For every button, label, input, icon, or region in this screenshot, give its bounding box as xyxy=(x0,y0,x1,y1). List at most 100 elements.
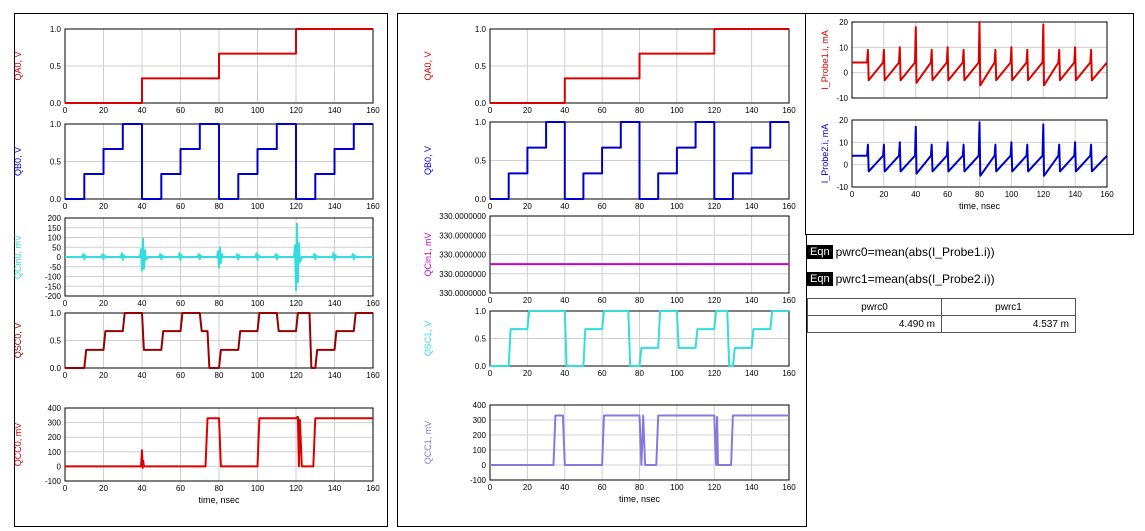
plot-frame xyxy=(489,215,790,294)
x-tick-label: 120 xyxy=(708,202,722,211)
y-tick-label: 330.0000000 xyxy=(439,289,486,298)
x-tick-label: 120 xyxy=(289,484,303,493)
y-axis-label: QCin1, mV xyxy=(423,232,433,276)
x-tick-label: 0 xyxy=(488,106,493,115)
plot-1: 0.0 0.5 1.0 0 20 40 60 80 100 120 140 160 QB0, V xyxy=(13,120,380,211)
x-tick-label: 0 xyxy=(63,484,68,493)
x-tick-label: 80 xyxy=(215,202,224,211)
y-tick-label: 0.0 xyxy=(50,195,62,204)
y-tick-label: 0.0 xyxy=(475,362,487,371)
y-axis-label: QCC0, mV xyxy=(13,423,23,467)
equation-text: pwrc1=mean(abs(I_Probe2.i)) xyxy=(835,272,995,286)
x-tick-label: 0 xyxy=(63,371,68,380)
series-line xyxy=(852,121,1108,177)
x-tick-label: 40 xyxy=(560,296,569,305)
x-tick-label: 120 xyxy=(289,371,303,380)
y-tick-label: 300 xyxy=(48,419,62,428)
plot-0: 0.0 0.5 1.0 0 20 40 60 80 100 120 140 160 QA0, V xyxy=(13,25,380,115)
x-tick-label: 40 xyxy=(138,106,147,115)
y-axis-label: QA0, V xyxy=(423,51,433,80)
y-tick-label: 330.0000000 xyxy=(439,270,486,279)
y-tick-label: 10 xyxy=(839,43,848,52)
x-tick-label: 120 xyxy=(708,369,722,378)
y-tick-label: 0 xyxy=(57,462,62,471)
x-tick-label: 20 xyxy=(523,483,532,492)
y-tick-label: 0 xyxy=(844,161,849,170)
series-line xyxy=(65,28,373,104)
x-tick-label: 100 xyxy=(670,369,684,378)
x-tick-label: 60 xyxy=(176,202,185,211)
equation-pwrc0[interactable]: Eqn pwrc0=mean(abs(I_Probe1.i)) xyxy=(807,243,995,261)
equation-pwrc1[interactable]: Eqn pwrc1=mean(abs(I_Probe2.i)) xyxy=(807,270,995,288)
x-tick-label: 20 xyxy=(99,371,108,380)
x-tick-label: 160 xyxy=(366,106,380,115)
y-axis-label: QSC0, V xyxy=(13,323,23,359)
y-tick-label: 1.0 xyxy=(475,25,487,34)
x-tick-label: 160 xyxy=(366,371,380,380)
x-tick-label: 140 xyxy=(745,296,759,305)
y-tick-label: 330.0000000 xyxy=(439,251,486,260)
x-tick-label: 20 xyxy=(523,202,532,211)
y-tick-label: 10 xyxy=(839,138,848,147)
x-tick-label: 80 xyxy=(635,106,644,115)
x-tick-label: 40 xyxy=(560,202,569,211)
x-tick-label: 140 xyxy=(745,106,759,115)
x-tick-label: 20 xyxy=(879,190,888,199)
eqn-tag: Eqn xyxy=(807,245,833,259)
x-tick-label: 100 xyxy=(670,106,684,115)
series-line xyxy=(852,21,1108,87)
y-tick-label: 100 xyxy=(473,446,487,455)
x-tick-label: 40 xyxy=(911,190,920,199)
plot-8: 0.0 0.5 1.0 0 20 40 60 80 100 120 140 160 QSC1, V xyxy=(423,307,796,378)
x-tick-label: 100 xyxy=(1005,190,1019,199)
y-tick-label: -100 xyxy=(45,273,62,282)
x-tick-label: 140 xyxy=(328,484,342,493)
results-table[interactable]: pwrc0 pwrc1 4.490 m 4.537 m xyxy=(807,298,1076,333)
y-tick-label: 0 xyxy=(482,461,487,470)
left-plot-panel xyxy=(14,13,388,527)
y-tick-label: 50 xyxy=(52,243,61,252)
y-axis-label: I_Probe1.i, mA xyxy=(820,30,830,90)
x-tick-label: 40 xyxy=(138,202,147,211)
y-tick-label: 1.0 xyxy=(475,118,487,127)
plot-frame xyxy=(64,28,374,104)
y-axis-label: QB0, V xyxy=(423,146,433,175)
series-line xyxy=(65,222,373,292)
equation-text: pwrc0=mean(abs(I_Probe1.i)) xyxy=(835,245,995,259)
x-tick-label: 0 xyxy=(63,202,68,211)
y-tick-label: -50 xyxy=(49,263,61,272)
column-header-pwrc0: pwrc0 xyxy=(807,298,942,316)
x-tick-label: 140 xyxy=(745,202,759,211)
x-tick-label: 100 xyxy=(251,484,265,493)
y-tick-label: 0 xyxy=(57,253,62,262)
x-tick-label: 80 xyxy=(635,369,644,378)
x-tick-label: 60 xyxy=(598,106,607,115)
y-tick-label: 200 xyxy=(48,433,62,442)
y-tick-label: 1.0 xyxy=(50,309,62,318)
x-tick-label: 40 xyxy=(138,484,147,493)
plot-frame xyxy=(489,28,790,104)
x-axis-label: time, nsec xyxy=(959,201,1001,211)
plot-3: 0.0 0.5 1.0 0 20 40 60 80 100 120 140 160 QSC0, V xyxy=(13,309,380,380)
x-tick-label: 100 xyxy=(251,202,265,211)
value-pwrc0: 4.490 m xyxy=(807,315,942,333)
x-tick-label: 160 xyxy=(782,296,796,305)
x-tick-label: 140 xyxy=(1068,190,1082,199)
plot-frame xyxy=(851,119,1108,188)
x-tick-label: 160 xyxy=(782,369,796,378)
probe-current-panel xyxy=(805,13,1134,235)
y-tick-label: 150 xyxy=(48,224,62,233)
y-tick-label: 0.0 xyxy=(50,364,62,373)
x-tick-label: 160 xyxy=(782,106,796,115)
x-tick-label: 0 xyxy=(488,369,493,378)
x-tick-label: 60 xyxy=(176,484,185,493)
x-tick-label: 20 xyxy=(99,484,108,493)
plot-5: 0.0 0.5 1.0 0 20 40 60 80 100 120 140 160 QA0, V xyxy=(423,25,796,115)
x-tick-label: 80 xyxy=(215,299,224,308)
x-tick-label: 120 xyxy=(289,202,303,211)
x-tick-label: 20 xyxy=(523,369,532,378)
y-axis-label: QB0, V xyxy=(13,147,23,176)
x-tick-label: 120 xyxy=(708,296,722,305)
